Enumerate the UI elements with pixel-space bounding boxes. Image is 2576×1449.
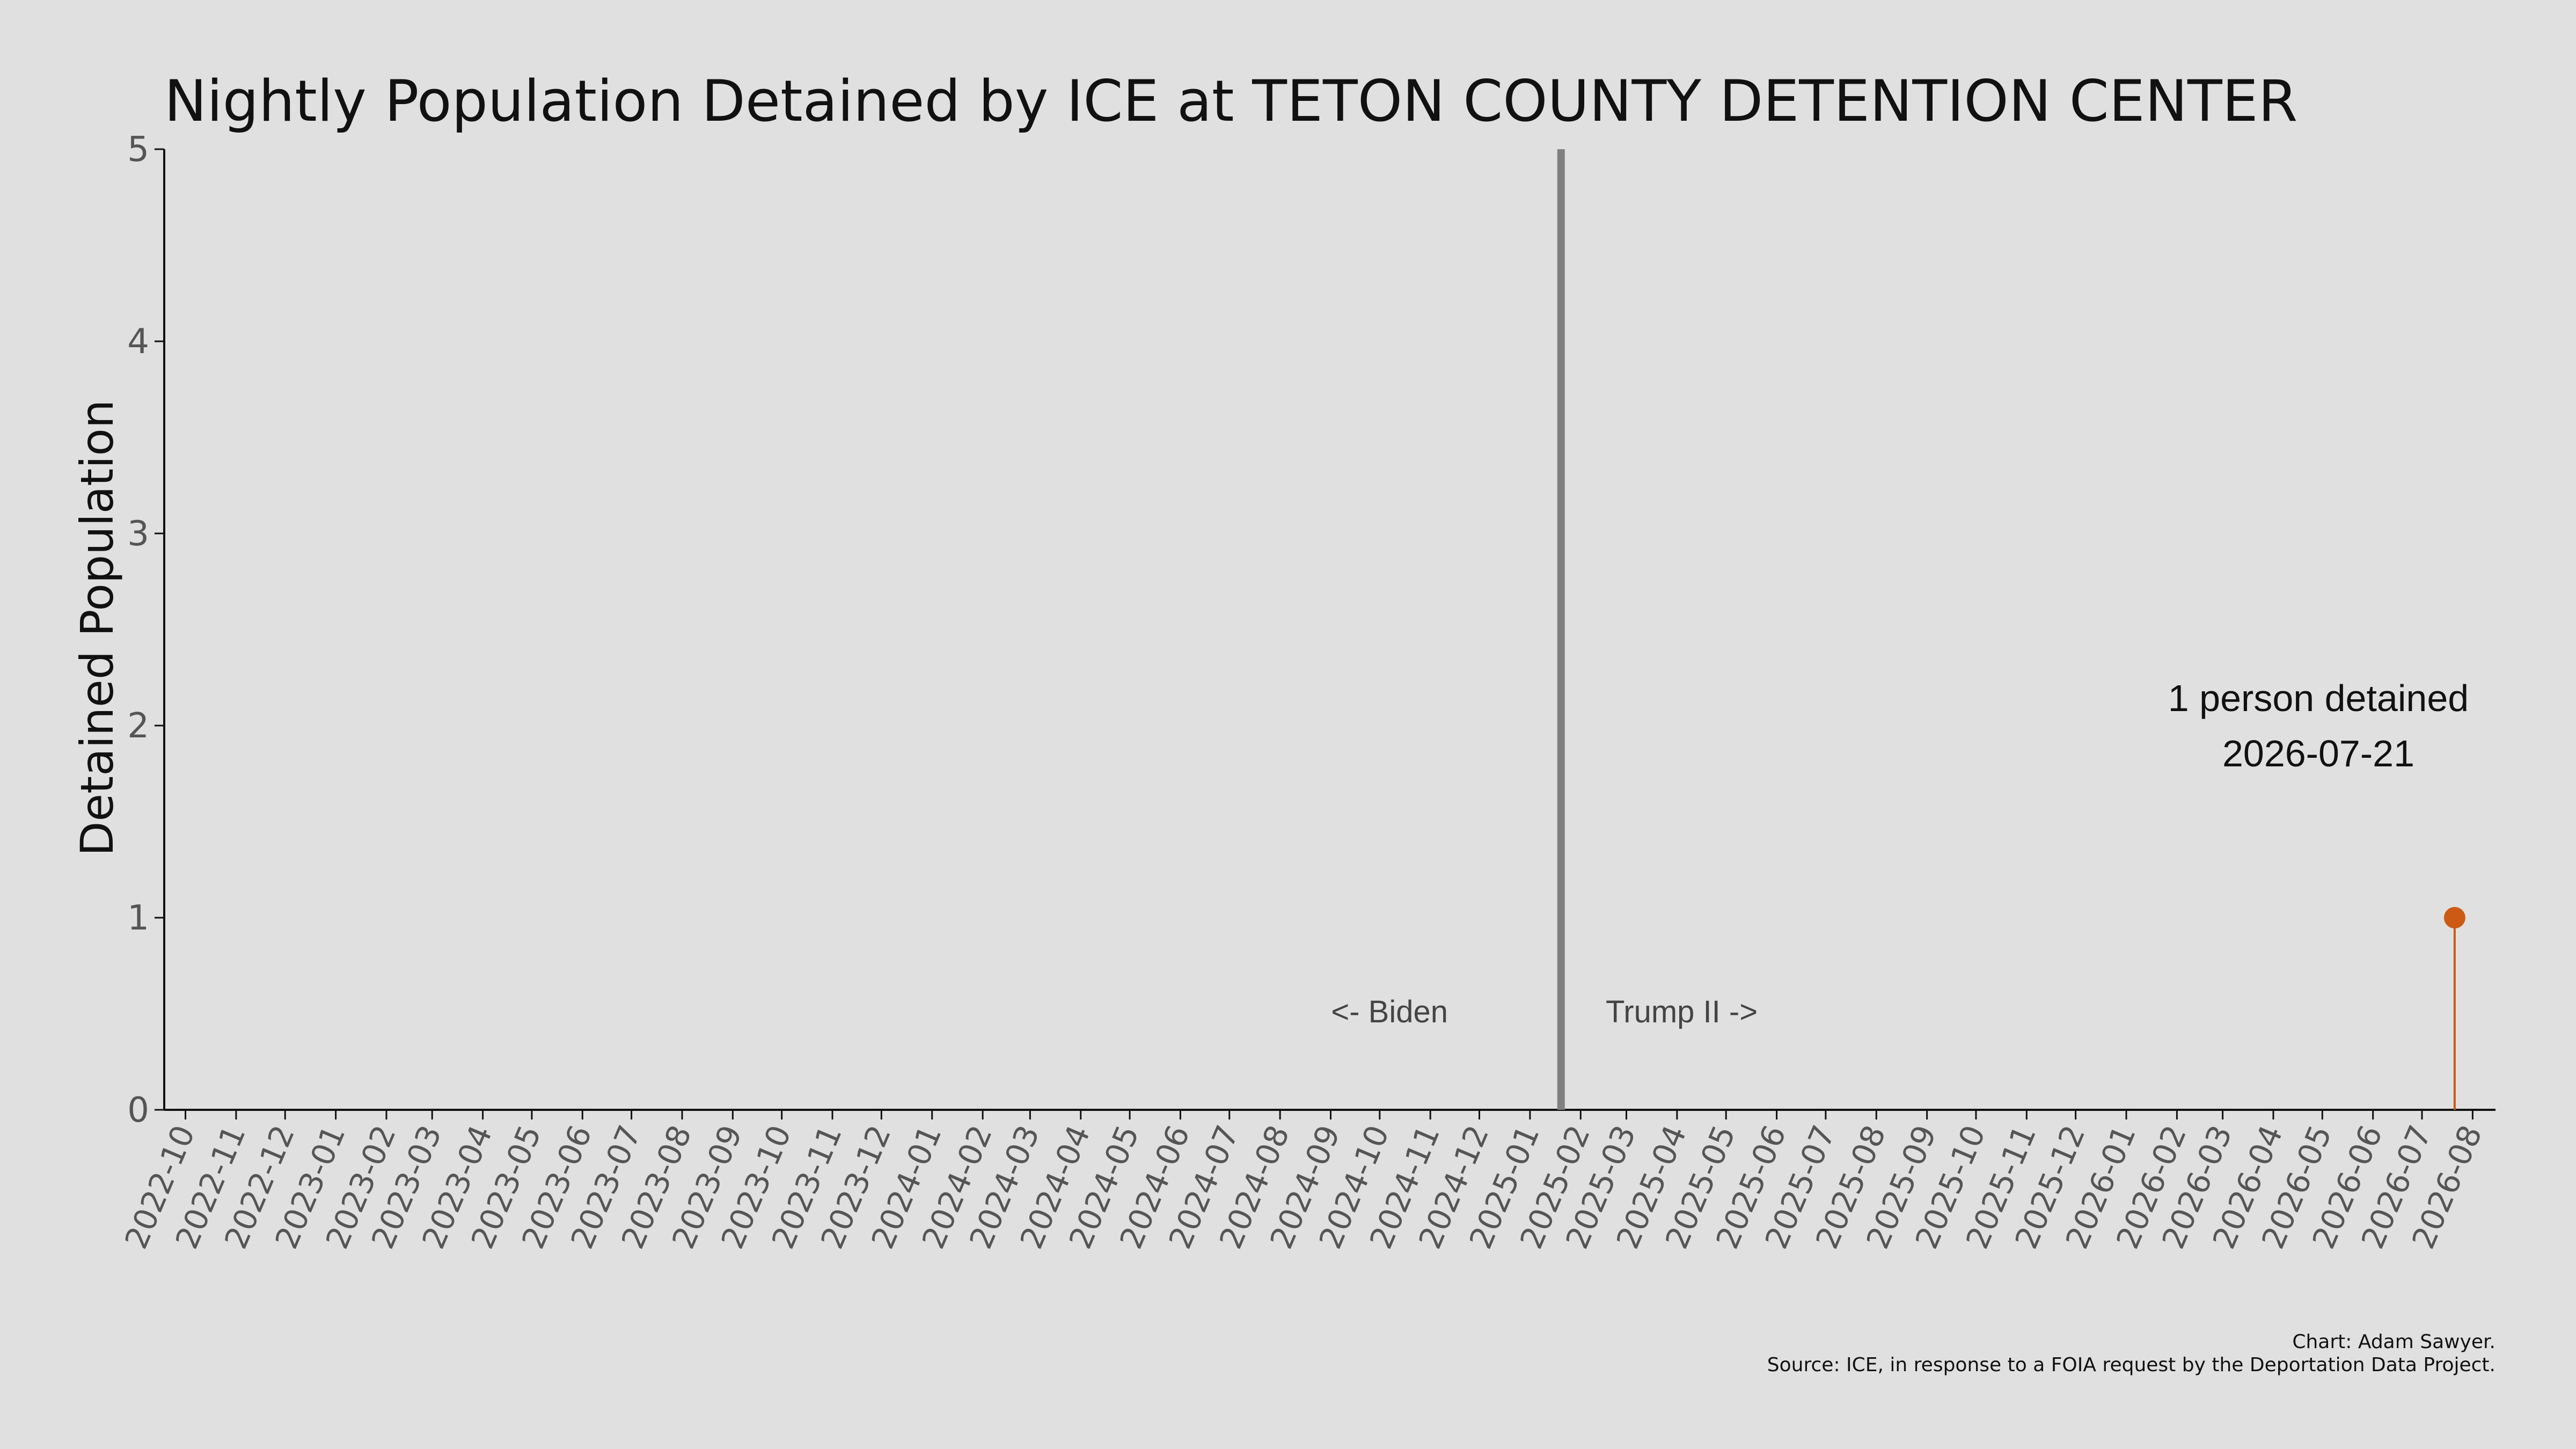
chart-credit: Chart: Adam Sawyer.: [2292, 1331, 2496, 1353]
callout-line-2: 2026-07-21: [2222, 733, 2414, 774]
source-note: Source: ICE, in response to a FOIA reque…: [1767, 1354, 2496, 1376]
biden-era-label: <- Biden: [1331, 994, 1448, 1029]
y-tick-label: 0: [127, 1091, 149, 1130]
y-tick-label: 5: [127, 130, 149, 170]
data-point: [2443, 907, 2465, 928]
y-axis-label: Detained Population: [71, 400, 123, 856]
callout-line-1: 1 person detained: [2168, 677, 2469, 719]
y-tick-label: 3: [127, 514, 149, 554]
chart-title: Nightly Population Detained by ICE at TE…: [164, 68, 2297, 134]
y-tick-label: 4: [127, 322, 149, 362]
y-tick-label: 1: [127, 898, 149, 938]
plot-area: 0123452022-102022-112022-122023-012023-0…: [118, 130, 2496, 1254]
y-tick-label: 2: [127, 706, 149, 746]
trump-era-label: Trump II ->: [1606, 994, 1758, 1029]
